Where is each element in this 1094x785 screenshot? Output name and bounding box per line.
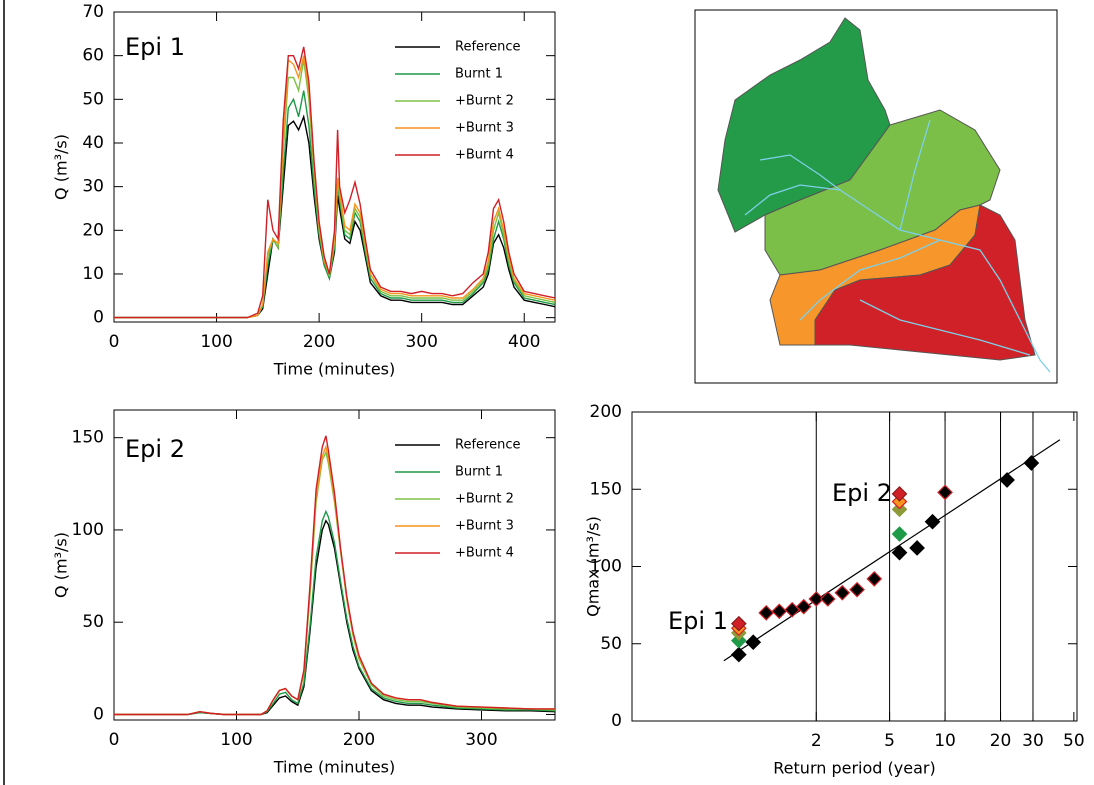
x-tick-label: 20 (990, 731, 1012, 751)
subbasin-1 (717, 17, 891, 233)
y-tick-label: 150 (590, 479, 622, 499)
annotation: Epi 2 (832, 479, 892, 507)
x-tick-label: 5 (884, 731, 895, 751)
point (999, 472, 1015, 488)
y-tick-label: 0 (93, 704, 104, 724)
point (730, 646, 747, 663)
y-tick-label: 70 (82, 2, 104, 22)
plot-frame (631, 411, 1078, 722)
legend-label: Reference (455, 40, 520, 55)
legend-label: +Burnt 4 (455, 148, 514, 163)
rivers (744, 119, 1051, 373)
legend-label: Burnt 1 (455, 465, 503, 480)
point (891, 486, 908, 502)
plot-frame (113, 11, 556, 323)
legend-label: +Burnt 3 (455, 519, 514, 534)
y-tick-label: 20 (82, 220, 104, 240)
y-tick-label: 10 (82, 264, 104, 284)
annotation: Epi 1 (125, 33, 185, 61)
x-tick-label: 300 (405, 332, 437, 352)
x-axis-label: Return period (year) (773, 759, 935, 778)
fit-line (723, 439, 1061, 662)
chart-panel: 2 5 10 20 30 50 0 50 100 150 200 Return period (yea… (584, 402, 1085, 778)
y-tick-label: 50 (82, 89, 104, 109)
point (1023, 455, 1040, 471)
y-tick-label: 50 (82, 612, 104, 632)
series-line (114, 55, 555, 319)
point (819, 591, 836, 607)
river (799, 239, 941, 321)
river (759, 154, 841, 191)
series-line (114, 90, 555, 319)
point (866, 571, 883, 587)
legend-label: +Burnt 2 (455, 492, 514, 507)
x-tick-label: 2 (811, 731, 822, 751)
point (771, 603, 788, 620)
chart-panel: 0 100 200 300 400 0 10 20 30 40 50 60 70 Time (minute… (52, 2, 556, 379)
point (758, 605, 775, 621)
legend-label: +Burnt 2 (455, 94, 514, 109)
point (937, 484, 953, 501)
x-tick-label: 50 (1063, 731, 1085, 751)
point (909, 540, 925, 556)
y-tick-label: 60 (82, 46, 104, 66)
series-line (114, 46, 555, 319)
point (808, 591, 825, 607)
plot-frame (113, 409, 556, 721)
y-axis-label: Q (m³/s) (52, 134, 71, 200)
legend-label: Burnt 1 (455, 67, 503, 82)
series-line (114, 435, 555, 716)
y-tick-label: 200 (590, 402, 622, 422)
y-tick-label: 100 (72, 520, 104, 540)
x-tick-label: 400 (508, 332, 540, 352)
x-tick-label: 200 (303, 332, 335, 352)
y-tick-label: 50 (600, 634, 622, 654)
chart-panel: 0 100 200 300 0 50 100 150 Time (minutes) Q (m³/s… (52, 409, 556, 777)
legend-label: +Burnt 3 (455, 121, 514, 136)
y-tick-label: 0 (93, 308, 104, 328)
x-tick-label: 0 (109, 730, 120, 750)
y-tick-label: 0 (611, 711, 622, 731)
point (784, 601, 801, 618)
y-axis-label: Q (m³/s) (52, 532, 71, 598)
point (849, 581, 865, 598)
point (924, 513, 941, 530)
legend-label: Reference (455, 438, 520, 453)
series-line (114, 114, 555, 319)
annotation: Epi 2 (125, 435, 185, 463)
y-tick-label: 100 (590, 557, 622, 577)
point (745, 634, 762, 651)
y-axis-label: Qmax (m³/s) (584, 516, 603, 617)
point (891, 544, 908, 561)
x-tick-label: 100 (220, 730, 252, 750)
river (899, 119, 931, 231)
point (834, 584, 851, 601)
annotation: Epi 1 (668, 607, 728, 635)
x-tick-label: 0 (109, 332, 120, 352)
y-tick-label: 30 (82, 177, 104, 197)
y-tick-label: 40 (82, 133, 104, 153)
y-tick-label: 150 (72, 428, 104, 448)
legend-label: +Burnt 4 (455, 546, 514, 561)
river (744, 184, 1051, 373)
x-tick-label: 200 (343, 730, 375, 750)
x-tick-label: 300 (465, 730, 497, 750)
x-axis-label: Time (minutes) (273, 360, 396, 379)
series-line (114, 509, 555, 716)
subbasin-4 (814, 204, 1036, 361)
point (730, 615, 747, 632)
point (891, 526, 908, 542)
x-tick-label: 10 (934, 731, 956, 751)
x-tick-label: 100 (200, 332, 232, 352)
point (795, 598, 812, 615)
series-line (114, 444, 555, 716)
watershed-map (694, 9, 1058, 384)
river (859, 299, 1031, 356)
x-tick-label: 30 (1022, 731, 1044, 751)
x-axis-label: Time (minutes) (273, 758, 396, 777)
